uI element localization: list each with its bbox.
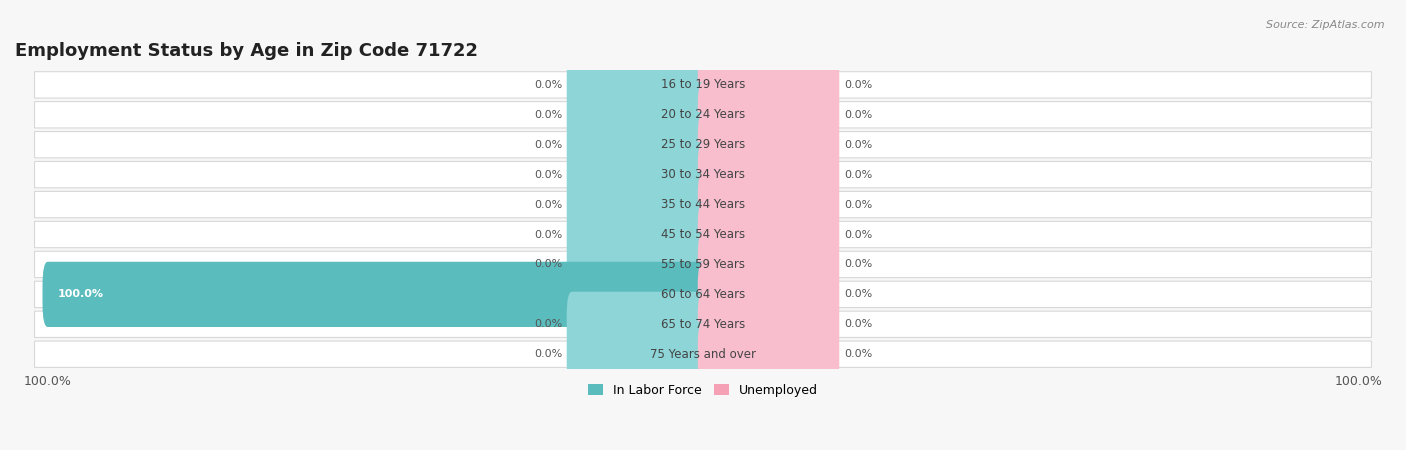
FancyBboxPatch shape xyxy=(35,251,1371,278)
Text: 0.0%: 0.0% xyxy=(534,140,562,150)
FancyBboxPatch shape xyxy=(697,292,839,357)
Text: 0.0%: 0.0% xyxy=(534,349,562,359)
FancyBboxPatch shape xyxy=(697,82,839,148)
FancyBboxPatch shape xyxy=(567,52,709,117)
Text: 0.0%: 0.0% xyxy=(844,140,872,150)
FancyBboxPatch shape xyxy=(35,341,1371,367)
FancyBboxPatch shape xyxy=(35,162,1371,188)
FancyBboxPatch shape xyxy=(567,202,709,267)
Text: 60 to 64 Years: 60 to 64 Years xyxy=(661,288,745,301)
Text: 0.0%: 0.0% xyxy=(534,260,562,270)
Text: 0.0%: 0.0% xyxy=(534,80,562,90)
Text: Source: ZipAtlas.com: Source: ZipAtlas.com xyxy=(1267,20,1385,30)
FancyBboxPatch shape xyxy=(567,82,709,148)
FancyBboxPatch shape xyxy=(35,72,1371,98)
Text: 20 to 24 Years: 20 to 24 Years xyxy=(661,108,745,122)
FancyBboxPatch shape xyxy=(697,232,839,297)
Text: 0.0%: 0.0% xyxy=(534,230,562,239)
FancyBboxPatch shape xyxy=(567,142,709,207)
FancyBboxPatch shape xyxy=(567,112,709,177)
FancyBboxPatch shape xyxy=(35,191,1371,218)
FancyBboxPatch shape xyxy=(35,221,1371,248)
Text: 0.0%: 0.0% xyxy=(844,80,872,90)
FancyBboxPatch shape xyxy=(567,292,709,357)
FancyBboxPatch shape xyxy=(35,102,1371,128)
Text: 55 to 59 Years: 55 to 59 Years xyxy=(661,258,745,271)
FancyBboxPatch shape xyxy=(697,112,839,177)
FancyBboxPatch shape xyxy=(42,262,709,327)
Text: 0.0%: 0.0% xyxy=(844,170,872,180)
FancyBboxPatch shape xyxy=(697,142,839,207)
Text: 30 to 34 Years: 30 to 34 Years xyxy=(661,168,745,181)
FancyBboxPatch shape xyxy=(697,262,839,327)
Text: 0.0%: 0.0% xyxy=(844,289,872,299)
Text: 0.0%: 0.0% xyxy=(534,200,562,210)
Text: 0.0%: 0.0% xyxy=(534,110,562,120)
FancyBboxPatch shape xyxy=(567,172,709,237)
FancyBboxPatch shape xyxy=(697,202,839,267)
Legend: In Labor Force, Unemployed: In Labor Force, Unemployed xyxy=(583,379,823,402)
Text: 75 Years and over: 75 Years and over xyxy=(650,348,756,361)
Text: 65 to 74 Years: 65 to 74 Years xyxy=(661,318,745,331)
Text: 0.0%: 0.0% xyxy=(534,170,562,180)
Text: 0.0%: 0.0% xyxy=(844,320,872,329)
FancyBboxPatch shape xyxy=(697,52,839,117)
Text: 0.0%: 0.0% xyxy=(844,260,872,270)
Text: 0.0%: 0.0% xyxy=(844,230,872,239)
Text: Employment Status by Age in Zip Code 71722: Employment Status by Age in Zip Code 717… xyxy=(15,42,478,60)
Text: 0.0%: 0.0% xyxy=(534,320,562,329)
Text: 0.0%: 0.0% xyxy=(844,349,872,359)
FancyBboxPatch shape xyxy=(697,172,839,237)
Text: 45 to 54 Years: 45 to 54 Years xyxy=(661,228,745,241)
FancyBboxPatch shape xyxy=(35,281,1371,307)
Text: 100.0%: 100.0% xyxy=(58,289,104,299)
Text: 0.0%: 0.0% xyxy=(844,200,872,210)
FancyBboxPatch shape xyxy=(697,322,839,387)
Text: 25 to 29 Years: 25 to 29 Years xyxy=(661,138,745,151)
Text: 35 to 44 Years: 35 to 44 Years xyxy=(661,198,745,211)
Text: 0.0%: 0.0% xyxy=(844,110,872,120)
FancyBboxPatch shape xyxy=(35,311,1371,338)
Text: 16 to 19 Years: 16 to 19 Years xyxy=(661,78,745,91)
FancyBboxPatch shape xyxy=(567,232,709,297)
FancyBboxPatch shape xyxy=(567,322,709,387)
FancyBboxPatch shape xyxy=(35,131,1371,158)
